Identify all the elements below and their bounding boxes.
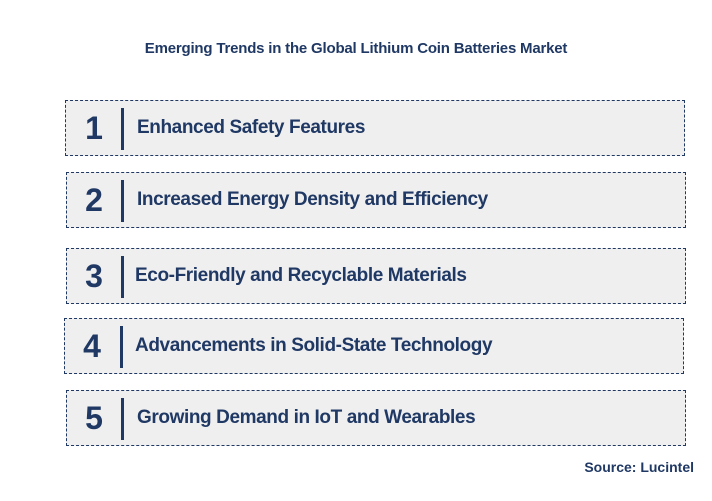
trend-divider — [121, 108, 124, 150]
trend-label: Growing Demand in IoT and Wearables — [137, 407, 476, 428]
trend-item-3: 3 Eco-Friendly and Recyclable Materials — [66, 248, 686, 304]
source-note: Source: Lucintel — [584, 459, 694, 475]
trend-item-2: 2 Increased Energy Density and Efficienc… — [66, 172, 686, 228]
trend-number: 4 — [83, 327, 101, 364]
trend-number: 2 — [85, 181, 103, 218]
trend-divider — [121, 398, 124, 440]
trend-item-4: 4 Advancements in Solid-State Technology — [64, 318, 684, 374]
trend-label: Advancements in Solid-State Technology — [135, 335, 493, 356]
trend-item-1: 1 Enhanced Safety Features — [65, 100, 685, 156]
trend-divider — [120, 326, 123, 368]
trend-number: 3 — [85, 257, 103, 294]
trend-number: 1 — [85, 109, 103, 146]
trend-divider — [121, 256, 124, 298]
trend-label: Eco-Friendly and Recyclable Materials — [135, 265, 467, 286]
trend-label: Enhanced Safety Features — [137, 117, 365, 138]
trend-number: 5 — [85, 399, 103, 436]
diagram-title: Emerging Trends in the Global Lithium Co… — [144, 40, 568, 57]
trend-divider — [121, 180, 124, 222]
trend-label: Increased Energy Density and Efficiency — [137, 189, 488, 210]
trend-item-5: 5 Growing Demand in IoT and Wearables — [66, 390, 686, 446]
